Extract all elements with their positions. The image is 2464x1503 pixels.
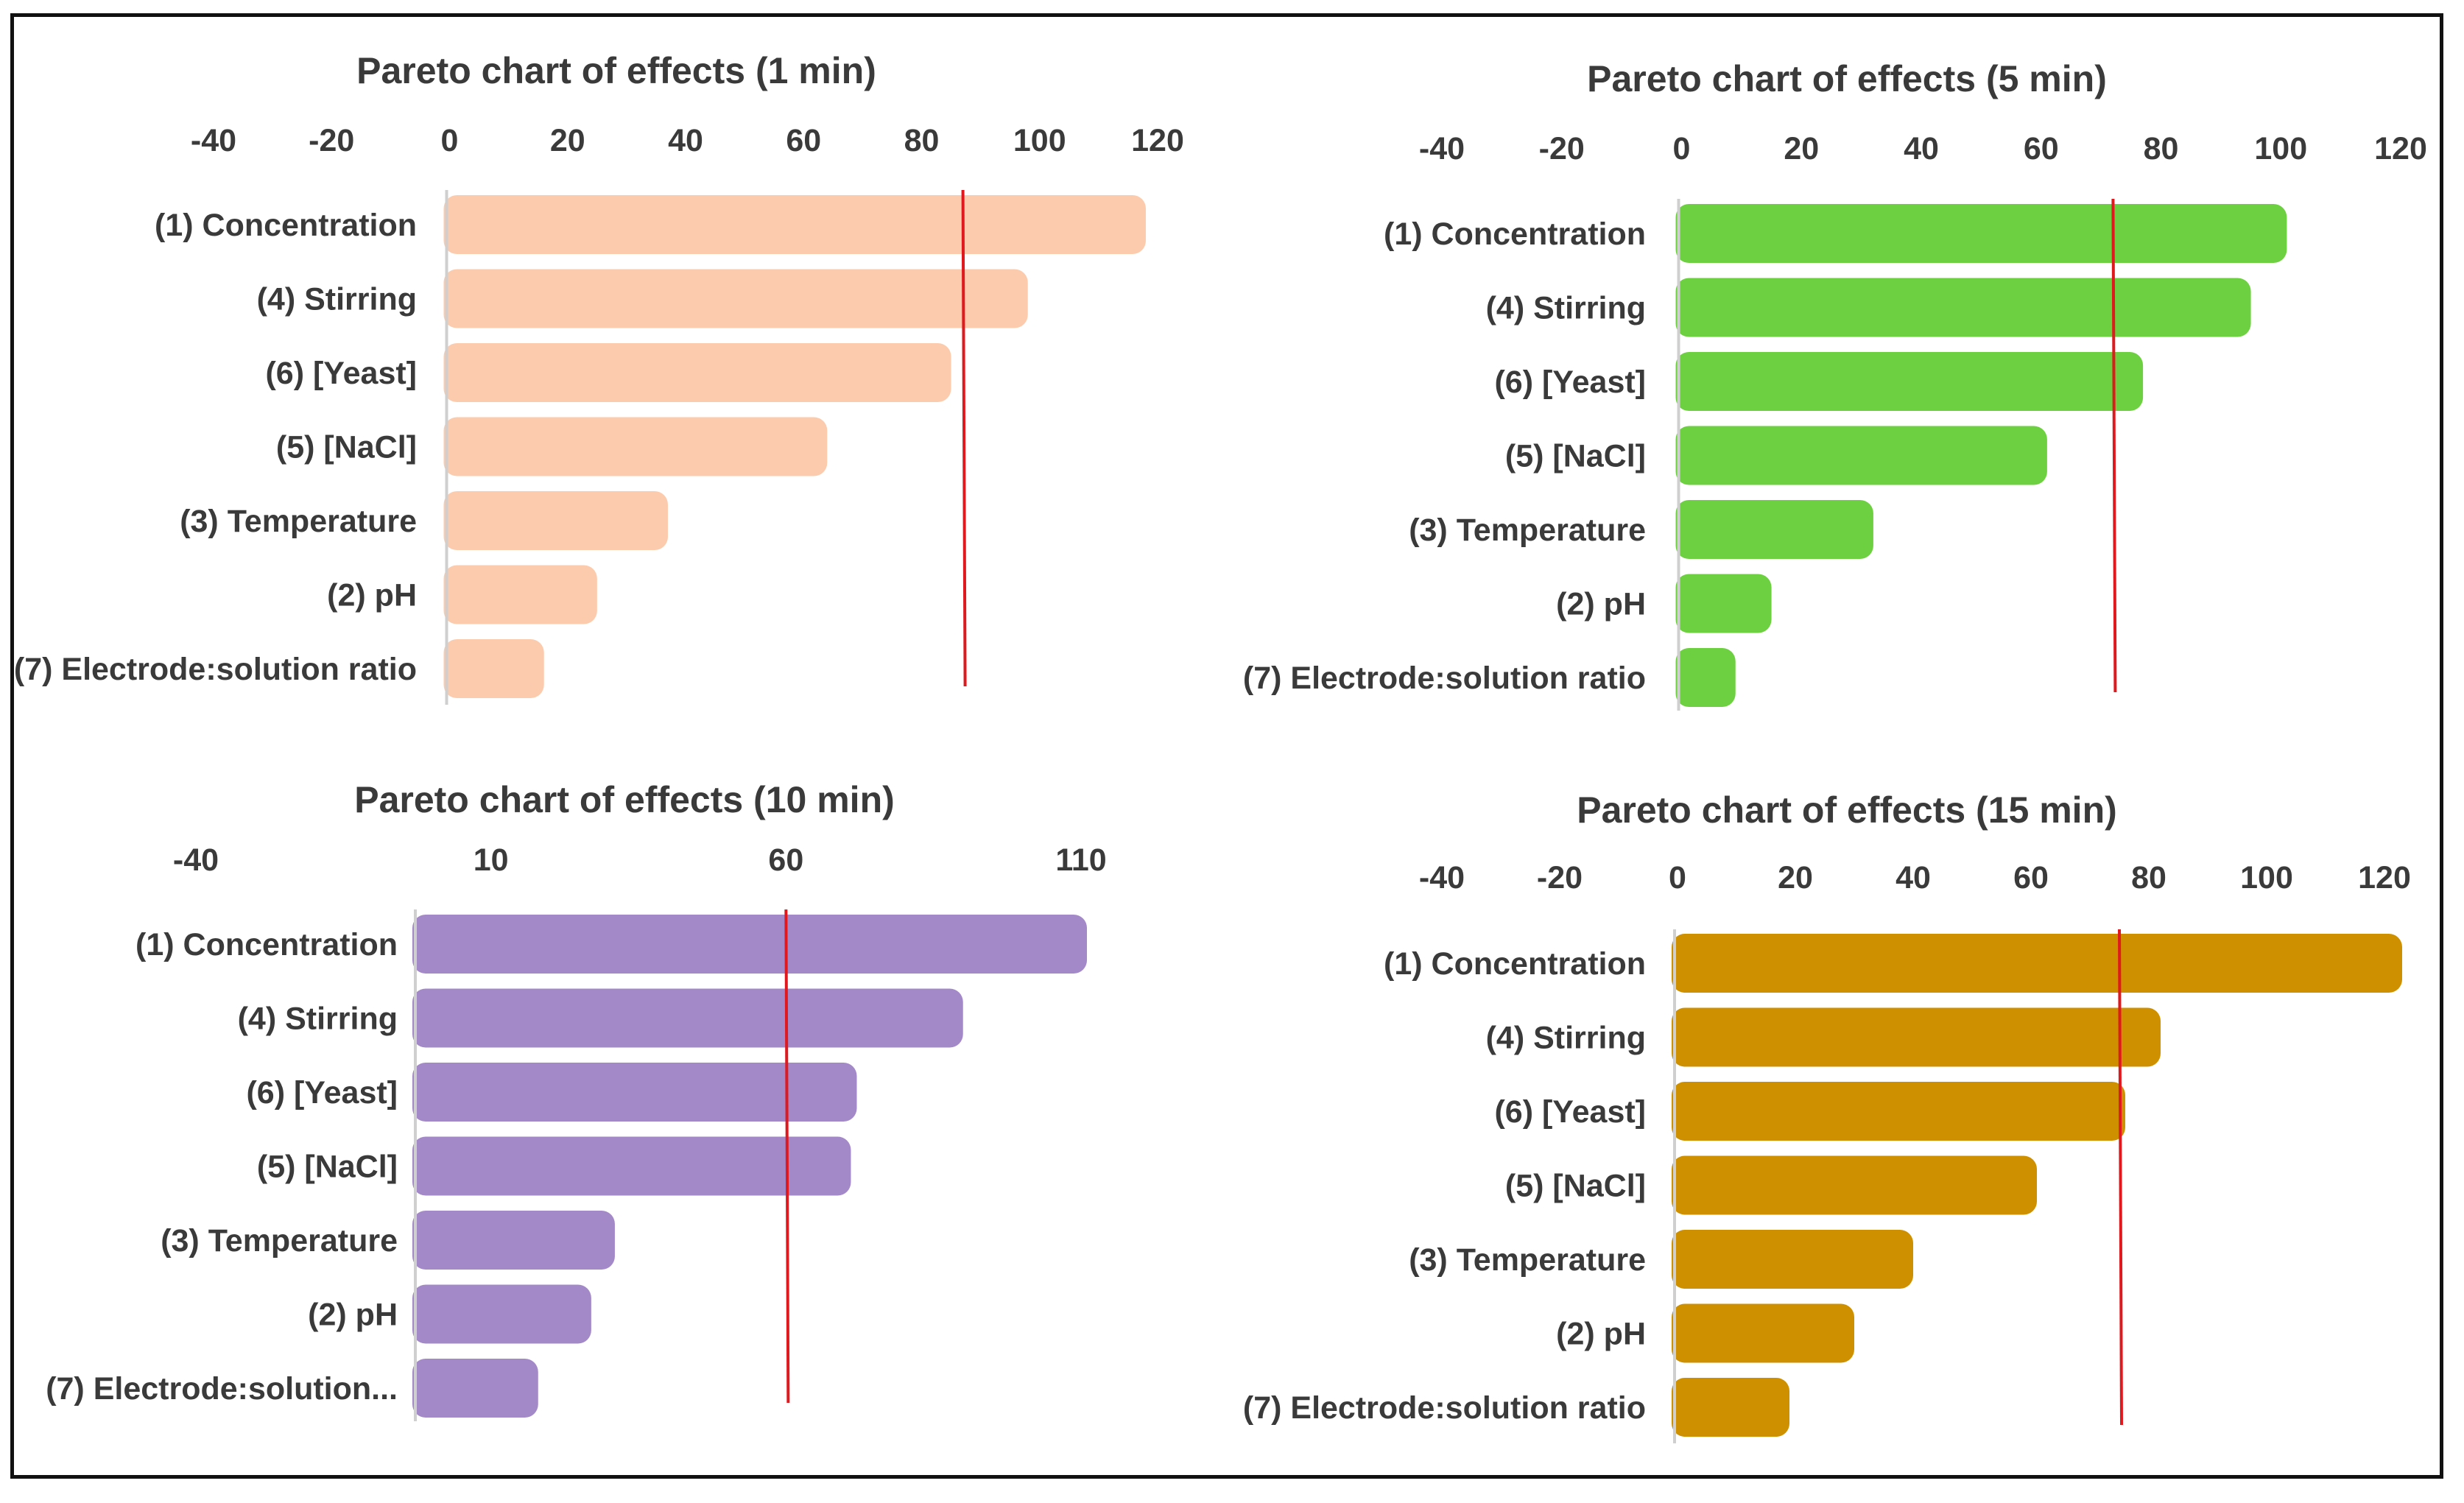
x-tick-label: -40 <box>1419 131 1465 166</box>
category-label: (6) [Yeast] <box>1494 365 1646 400</box>
x-tick-label: 120 <box>2358 860 2411 895</box>
category-label: (2) pH <box>1556 1317 1646 1352</box>
category-label: (1) Concentration <box>155 208 417 243</box>
x-tick-label: 0 <box>1669 860 1686 895</box>
x-tick-label: -20 <box>1537 860 1583 895</box>
significance-threshold-line <box>2111 198 2117 693</box>
bar <box>1675 574 1772 633</box>
x-tick-label: 20 <box>1784 131 1819 166</box>
bar <box>412 1359 538 1418</box>
x-tick-label: 60 <box>2013 860 2049 895</box>
bar <box>1675 352 2144 411</box>
category-label: (1) Concentration <box>135 927 398 962</box>
chart-title: Pareto chart of effects (5 min) <box>1587 58 2107 99</box>
x-tick-label: 100 <box>2254 131 2307 166</box>
x-tick-label: 80 <box>2131 860 2166 895</box>
x-tick-label: 60 <box>786 123 821 158</box>
x-tick-label: 100 <box>2240 860 2293 895</box>
x-tick-label: -40 <box>191 123 236 158</box>
bar <box>443 269 1028 328</box>
category-label: (4) Stirring <box>1486 291 1646 326</box>
bar <box>443 565 597 624</box>
bar <box>443 343 951 402</box>
bar <box>1675 204 2287 263</box>
category-label: (3) Temperature <box>161 1223 398 1259</box>
chart-title: Pareto chart of effects (15 min) <box>1577 789 2117 831</box>
significance-threshold-line <box>2118 929 2123 1426</box>
x-tick-label: 80 <box>2144 131 2179 166</box>
x-tick-label: -40 <box>1419 860 1465 895</box>
bar <box>1672 934 2402 993</box>
category-label: (7) Electrode:solution ratio <box>14 652 417 687</box>
x-tick-label: -20 <box>309 123 354 158</box>
bar <box>412 1136 851 1196</box>
category-label: (2) pH <box>1556 587 1646 622</box>
chart-title: Pareto chart of effects (1 min) <box>356 50 876 91</box>
significance-threshold-line <box>961 189 967 687</box>
bar <box>443 639 544 698</box>
x-tick-label: 20 <box>550 123 585 158</box>
category-label: (3) Temperature <box>180 504 417 539</box>
category-label: (5) [NaCl] <box>1505 439 1646 474</box>
category-label: (6) [Yeast] <box>1494 1094 1646 1130</box>
x-tick-label: 40 <box>1904 131 1939 166</box>
bar <box>1672 1007 2161 1067</box>
x-tick-label: 10 <box>474 842 509 878</box>
category-label: (4) Stirring <box>1486 1021 1646 1056</box>
bar <box>1675 426 2047 485</box>
category-label: (3) Temperature <box>1409 513 1646 548</box>
x-tick-label: 60 <box>768 842 803 878</box>
category-label: (1) Concentration <box>1384 217 1646 252</box>
bar <box>1672 1082 2125 1141</box>
category-label: (3) Temperature <box>1409 1242 1646 1278</box>
chart-title: Pareto chart of effects (10 min) <box>354 779 895 820</box>
category-label: (7) Electrode:solution... <box>46 1371 398 1407</box>
bar <box>443 417 828 476</box>
bar <box>412 1063 857 1122</box>
category-label: (6) [Yeast] <box>246 1075 398 1110</box>
x-tick-label: 120 <box>1131 123 1184 158</box>
x-tick-label: 20 <box>1778 860 1813 895</box>
category-label: (7) Electrode:solution ratio <box>1243 661 1646 696</box>
bar <box>443 195 1146 254</box>
x-tick-label: -20 <box>1539 131 1585 166</box>
bar <box>412 1211 615 1270</box>
x-tick-label: 80 <box>904 123 940 158</box>
bar <box>412 915 1088 974</box>
category-label: (1) Concentration <box>1384 946 1646 982</box>
x-tick-label: 60 <box>2024 131 2059 166</box>
category-label: (2) pH <box>327 578 417 613</box>
category-label: (6) [Yeast] <box>265 356 417 391</box>
category-label: (4) Stirring <box>257 282 417 317</box>
x-tick-label: 120 <box>2374 131 2427 166</box>
bar <box>1672 1230 1913 1289</box>
bar <box>1672 1303 1854 1363</box>
category-label: (5) [NaCl] <box>257 1150 398 1185</box>
x-tick-label: 0 <box>441 123 459 158</box>
bar <box>1675 648 1736 707</box>
category-label: (5) [NaCl] <box>1505 1169 1646 1204</box>
bar <box>1675 278 2251 337</box>
bar <box>443 491 668 550</box>
category-label: (2) pH <box>308 1298 398 1333</box>
bar <box>412 988 963 1048</box>
category-label: (7) Electrode:solution ratio <box>1243 1390 1646 1426</box>
bar <box>1675 500 1873 559</box>
bar <box>1672 1155 2037 1215</box>
category-label: (5) [NaCl] <box>276 430 417 465</box>
x-tick-label: 100 <box>1013 123 1066 158</box>
significance-threshold-line <box>784 909 790 1404</box>
x-tick-label: 110 <box>1055 842 1106 878</box>
x-tick-label: -40 <box>173 842 219 878</box>
x-tick-label: 40 <box>1895 860 1931 895</box>
bar <box>1672 1378 1789 1437</box>
category-label: (4) Stirring <box>238 1002 398 1037</box>
bar <box>412 1284 591 1344</box>
x-tick-label: 40 <box>668 123 703 158</box>
x-tick-label: 0 <box>1673 131 1691 166</box>
